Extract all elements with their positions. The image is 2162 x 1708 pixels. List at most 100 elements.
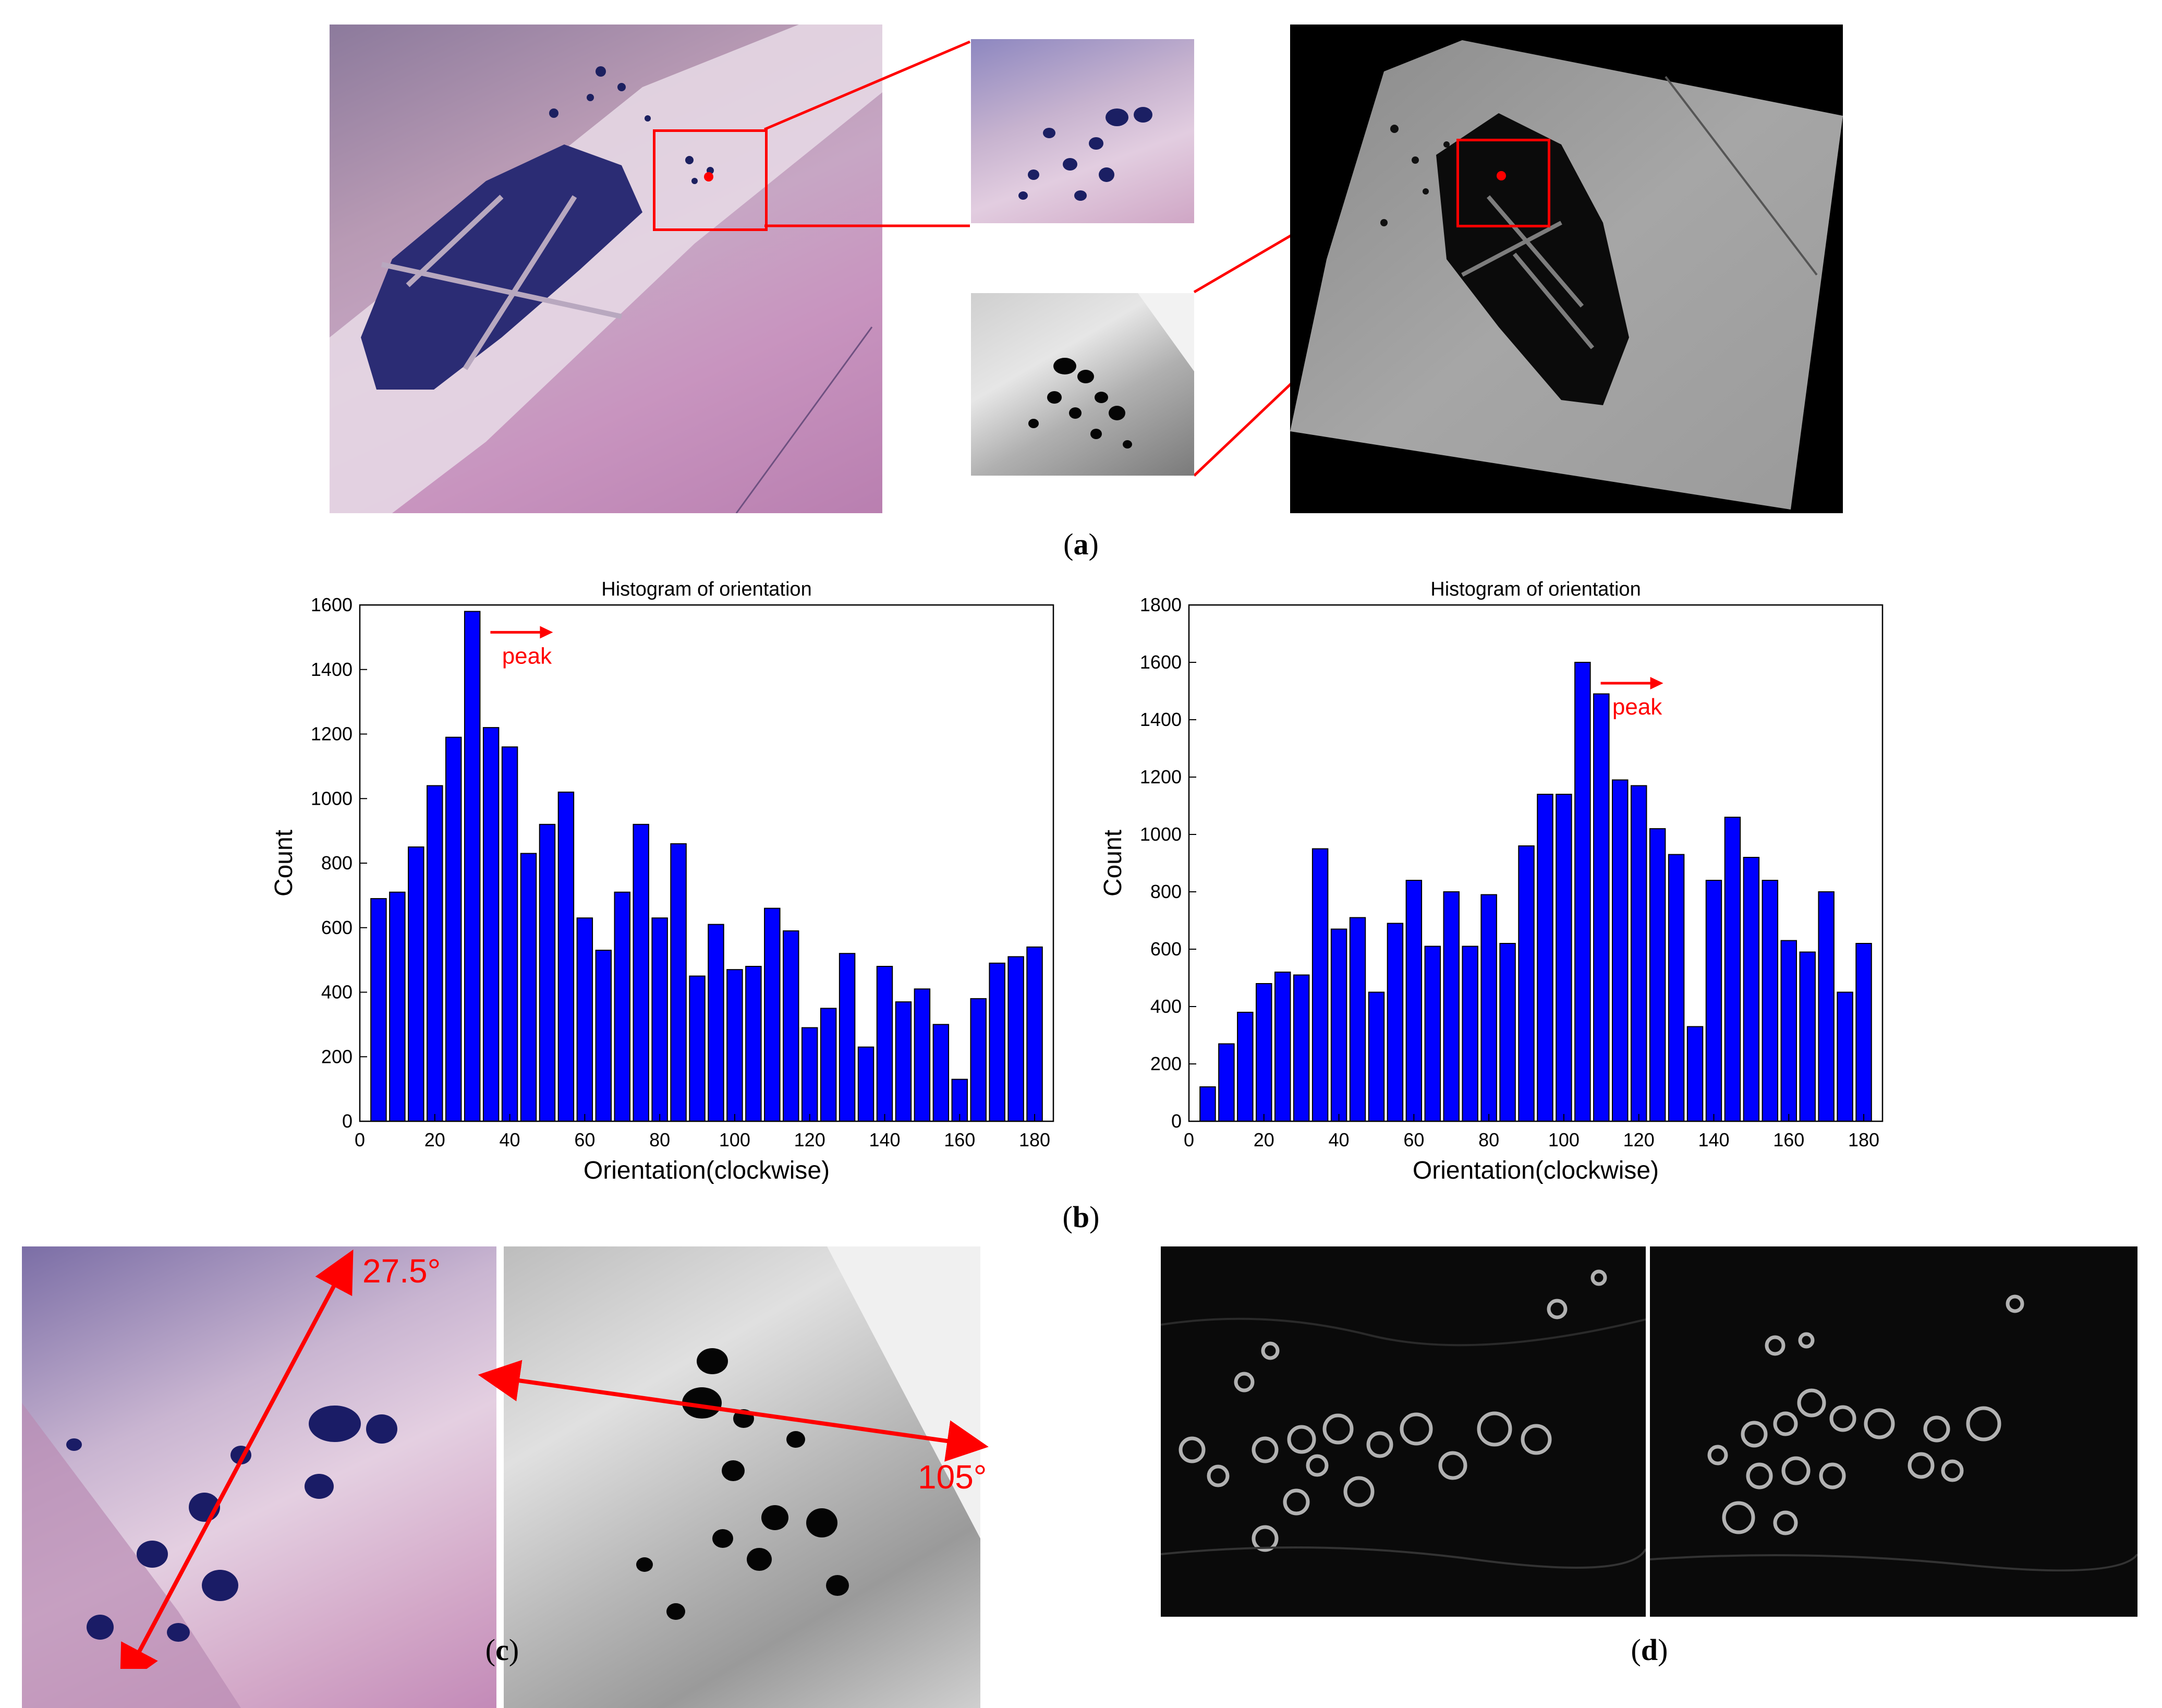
histogram-bar <box>1612 779 1629 1122</box>
x-tick-label: 180 <box>1848 1129 1879 1150</box>
peak-arrowhead <box>540 626 553 639</box>
y-tick-label: 1200 <box>1140 766 1182 788</box>
histogram-bar <box>708 924 724 1122</box>
y-tick-label: 200 <box>1150 1053 1182 1074</box>
histogram-bar <box>1799 951 1816 1122</box>
histogram-bar <box>1256 983 1272 1122</box>
histogram-bar <box>1780 940 1797 1122</box>
y-tick-label: 400 <box>321 982 353 1003</box>
peak-label: peak <box>502 643 552 669</box>
y-tick-label: 0 <box>1171 1110 1182 1132</box>
x-tick-label: 140 <box>1698 1129 1729 1150</box>
histogram-bar <box>633 823 649 1122</box>
histogram-bar <box>1311 848 1329 1122</box>
histogram-bar <box>1762 880 1779 1122</box>
chart-title: Histogram of orientation <box>1430 578 1641 600</box>
histogram-bar <box>932 1024 950 1122</box>
y-tick-label: 1800 <box>1140 594 1182 615</box>
histogram-bar <box>1556 794 1572 1122</box>
histogram-bar <box>1518 845 1535 1122</box>
y-tick-label: 600 <box>321 917 353 938</box>
histogram-bar <box>783 930 799 1122</box>
histogram-bar <box>576 917 593 1122</box>
histogram-bar <box>1818 891 1835 1122</box>
histogram-bar <box>1349 917 1366 1122</box>
histogram-bar <box>1330 928 1347 1122</box>
histogram-bar <box>1705 880 1722 1122</box>
histogram-bar <box>614 891 630 1122</box>
histogram-left: Histogram of orientation 0 20 40 60 80 100 120 1… <box>270 578 1054 1184</box>
histogram-bar <box>1368 991 1385 1122</box>
histogram-bar <box>370 898 387 1122</box>
orientation-arrows <box>119 1249 989 1669</box>
x-tick-label: 20 <box>1254 1129 1274 1150</box>
histogram-bar <box>1743 857 1760 1122</box>
histogram-bar <box>839 953 856 1122</box>
histogram-bar <box>520 853 537 1122</box>
histogram-bar <box>820 1008 837 1122</box>
histogram-bar <box>1855 943 1872 1122</box>
histogram-bar <box>1668 854 1685 1122</box>
x-tick-label: 80 <box>649 1129 670 1150</box>
histogram-bar <box>501 746 518 1122</box>
histogram-bar <box>1026 946 1043 1122</box>
x-tick-label: 60 <box>1403 1129 1424 1150</box>
x-tick-label: 0 <box>355 1129 365 1150</box>
chart-title: Histogram of orientation <box>601 578 811 600</box>
color-satellite-image <box>330 25 882 513</box>
histogram-bar <box>895 1001 912 1122</box>
histogram-bar <box>726 969 743 1122</box>
region-box-right <box>1456 139 1550 227</box>
histogram-bar <box>445 736 462 1122</box>
y-tick-label: 1600 <box>311 594 353 615</box>
histogram-bar <box>970 998 987 1122</box>
histogram-bar <box>1480 894 1497 1122</box>
x-tick-label: 20 <box>424 1129 445 1150</box>
x-tick-label: 0 <box>1184 1129 1194 1150</box>
x-tick-label: 140 <box>869 1129 900 1150</box>
keypoint-dot-right <box>1497 171 1506 180</box>
histogram-bar <box>1837 991 1853 1122</box>
y-axis-label: Count <box>270 830 298 897</box>
histogram-bar <box>595 950 612 1122</box>
histogram-bar <box>914 988 931 1122</box>
gray-rotated-image <box>1290 25 1843 513</box>
histogram-bar <box>745 966 762 1122</box>
histogram-bar <box>1199 1086 1216 1122</box>
histogram-bar <box>427 785 443 1122</box>
histogram-bar <box>651 917 668 1122</box>
histogram-bar <box>764 907 781 1122</box>
x-tick-label: 160 <box>1773 1129 1804 1150</box>
y-tick-label: 200 <box>321 1046 353 1067</box>
histogram-bar <box>1443 891 1460 1122</box>
histogram-bar <box>1593 693 1610 1122</box>
plot-frame <box>359 604 1054 1122</box>
zoomed-gray-crop <box>971 293 1194 476</box>
histogram-bar <box>1237 1012 1254 1122</box>
histogram-right: Histogram of orientation 0 20 40 60 80 100 120 1… <box>1099 578 1884 1184</box>
x-tick-label: 160 <box>944 1129 975 1150</box>
histogram-bar <box>1724 817 1741 1122</box>
histogram-bar <box>876 966 893 1122</box>
histogram-bar <box>1630 785 1647 1122</box>
histogram-bar <box>1574 662 1591 1122</box>
histogram-bar <box>389 891 406 1122</box>
histogram-bar <box>1218 1043 1235 1122</box>
histogram-bar <box>557 791 575 1122</box>
x-tick-label: 80 <box>1478 1129 1499 1150</box>
histogram-bar <box>408 846 424 1122</box>
y-tick-label: 1400 <box>1140 709 1182 730</box>
x-tick-label: 120 <box>1623 1129 1655 1150</box>
region-box-left <box>653 129 768 231</box>
histogram-bar <box>1462 946 1478 1122</box>
caption-d: (d) <box>1631 1633 1668 1667</box>
histogram-bar <box>1405 880 1423 1122</box>
angle-label-right: 105° <box>918 1458 987 1496</box>
histogram-bar <box>689 975 706 1122</box>
arrow-27-5 <box>119 1249 354 1669</box>
feature-response-right <box>1650 1246 2137 1617</box>
histogram-bar <box>1274 972 1291 1122</box>
panel-d-divider <box>1646 1246 1650 1617</box>
y-axis-label: Count <box>1099 830 1127 897</box>
y-tick-label: 1000 <box>311 788 353 809</box>
